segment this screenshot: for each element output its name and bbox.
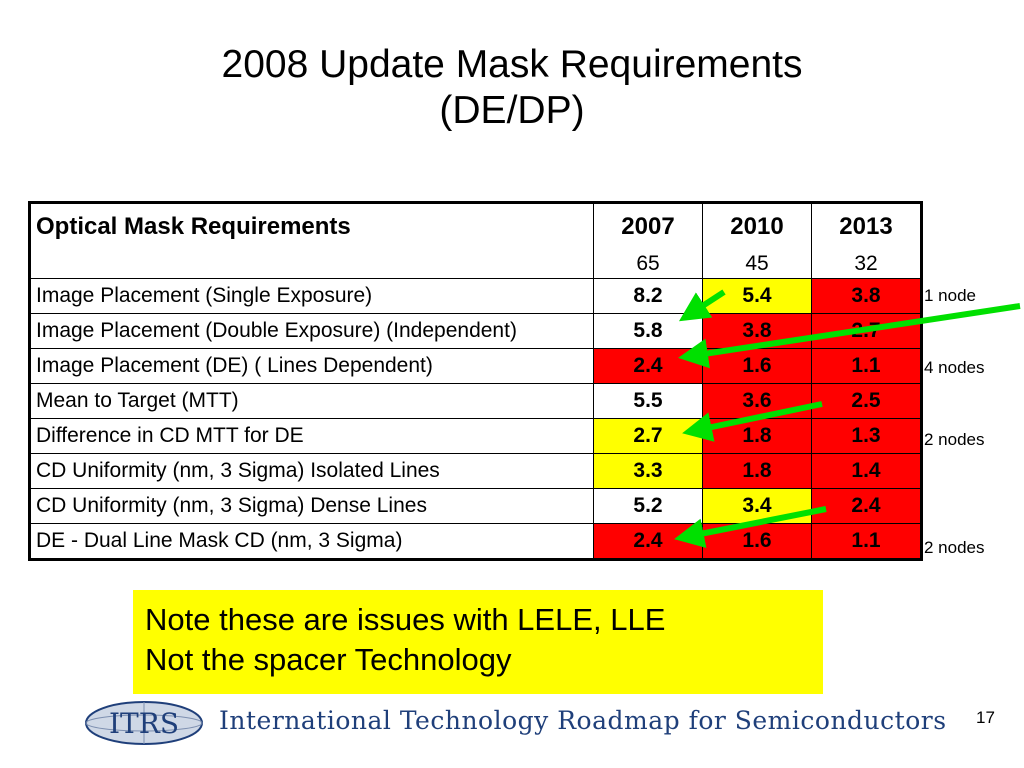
row-label: Difference in CD MTT for DE [29, 418, 594, 454]
callout-line-1: Note these are issues with LELE, LLE [145, 602, 666, 637]
node-65: 65 [593, 250, 703, 279]
node-row-blank [29, 250, 594, 279]
row-value-2010: 3.6 [702, 383, 812, 419]
node-45: 45 [702, 250, 812, 279]
organization-name: International Technology Roadmap for Sem… [219, 706, 947, 735]
row-value-2010: 1.6 [702, 523, 812, 560]
row-label: Mean to Target (MTT) [29, 383, 594, 419]
node-32: 32 [811, 250, 922, 279]
logo-text: ITRS [109, 707, 179, 740]
row-value-2007: 8.2 [593, 278, 703, 314]
row-value-2013: 2.5 [811, 383, 922, 419]
itrs-logo: ITRS [85, 701, 203, 745]
row-label: Image Placement (Double Exposure) (Indep… [29, 313, 594, 349]
row-label: CD Uniformity (nm, 3 Sigma) Dense Lines [29, 488, 594, 524]
row-value-2010: 1.8 [702, 453, 812, 489]
table-body: Image Placement (Single Exposure) 8.2 5.4 3… [29, 278, 922, 560]
row-value-2013: 1.1 [811, 348, 922, 384]
row-value-2013: 1.4 [811, 453, 922, 489]
row-label: Image Placement (DE) ( Lines Dependent) [29, 348, 594, 384]
node-span-note: 2 nodes [924, 430, 985, 449]
node-span-note: 1 node [924, 286, 976, 305]
row-label: CD Uniformity (nm, 3 Sigma) Isolated Lin… [29, 453, 594, 489]
year-2013: 2013 [811, 202, 922, 250]
row-value-2007: 5.8 [593, 313, 703, 349]
node-span-note: 4 nodes [924, 358, 985, 377]
row-label: DE - Dual Line Mask CD (nm, 3 Sigma) [29, 523, 594, 560]
row-label: Image Placement (Single Exposure) [29, 278, 594, 314]
row-value-2007: 2.7 [593, 418, 703, 454]
row-value-2007: 3.3 [593, 453, 703, 489]
table-row: Image Placement (Double Exposure) (Indep… [29, 313, 922, 349]
row-value-2013: 3.8 [811, 278, 922, 314]
table-row: Image Placement (DE) ( Lines Dependent) 2… [29, 348, 922, 384]
callout-line-2: Not the spacer Technology [145, 642, 512, 677]
slide-title: 2008 Update Mask Requirements (DE/DP) [0, 42, 1024, 134]
table-header-row: Optical Mask Requirements 2007 2010 2013 [29, 202, 922, 250]
row-value-2007: 2.4 [593, 523, 703, 560]
row-value-2007: 5.2 [593, 488, 703, 524]
table-header-label: Optical Mask Requirements [29, 202, 594, 250]
table-row: DE - Dual Line Mask CD (nm, 3 Sigma) 2.4 1… [29, 523, 922, 560]
row-value-2013: 1.1 [811, 523, 922, 560]
table-row: CD Uniformity (nm, 3 Sigma) Isolated Lin… [29, 453, 922, 489]
table-row: Difference in CD MTT for DE 2.7 1.8 1.3 [29, 418, 922, 454]
year-2007: 2007 [593, 202, 703, 250]
title-line-2: (DE/DP) [439, 89, 585, 132]
row-value-2013: 1.3 [811, 418, 922, 454]
node-span-note: 2 nodes [924, 538, 985, 557]
table-node-row: 65 45 32 [29, 250, 922, 279]
row-value-2010: 1.6 [702, 348, 812, 384]
page-number: 17 [976, 708, 995, 727]
note-callout: Note these are issues with LELE, LLE Not… [133, 590, 823, 694]
row-value-2010: 3.8 [702, 313, 812, 349]
row-value-2010: 1.8 [702, 418, 812, 454]
table-row: CD Uniformity (nm, 3 Sigma) Dense Lines 5… [29, 488, 922, 524]
year-2010: 2010 [702, 202, 812, 250]
row-value-2013: 2.7 [811, 313, 922, 349]
title-line-1: 2008 Update Mask Requirements [221, 43, 803, 86]
table-row: Image Placement (Single Exposure) 8.2 5.4 3… [29, 278, 922, 314]
row-value-2010: 5.4 [702, 278, 812, 314]
row-value-2013: 2.4 [811, 488, 922, 524]
row-value-2010: 3.4 [702, 488, 812, 524]
row-value-2007: 5.5 [593, 383, 703, 419]
row-value-2007: 2.4 [593, 348, 703, 384]
mask-requirements-table: Optical Mask Requirements 2007 2010 2013… [28, 201, 923, 561]
table-row: Mean to Target (MTT) 5.5 3.6 2.5 [29, 383, 922, 419]
